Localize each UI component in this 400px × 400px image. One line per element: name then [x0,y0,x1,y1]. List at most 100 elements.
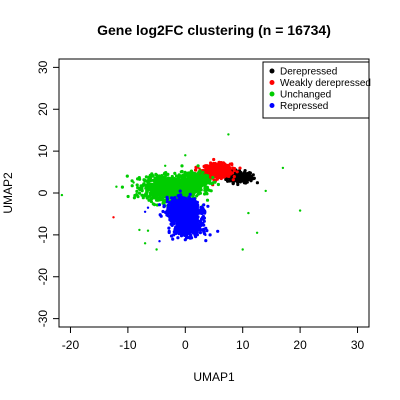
data-point [202,219,206,223]
legend-box [262,61,370,119]
data-point [181,215,185,219]
data-point [193,199,197,203]
data-point [191,171,195,175]
data-point [152,195,156,199]
data-point [199,175,203,179]
data-point [251,173,255,177]
data-point [176,236,180,240]
data-point [182,203,186,207]
data-point [178,179,182,183]
data-point [172,219,176,223]
data-point [211,175,215,180]
data-point [202,203,206,207]
data-point [245,173,249,177]
data-point [281,166,285,170]
data-point [180,182,184,186]
data-point [219,163,223,167]
data-point [176,183,180,187]
data-point [148,187,152,191]
data-point [182,173,186,177]
x-axis-label: UMAP1 [193,370,235,384]
legend-label: Derepressed [280,67,337,78]
data-point [207,166,211,170]
data-point [138,177,142,181]
data-point [149,178,153,183]
data-point [174,217,178,221]
data-point [158,188,162,192]
data-point [126,194,130,199]
data-point [196,178,200,182]
data-point [200,205,204,210]
data-point [178,209,182,213]
data-point [183,170,187,174]
data-point [165,182,169,186]
data-point [156,196,160,200]
data-point [228,177,232,181]
data-point [206,180,210,184]
legend-swatch [269,103,275,108]
data-point [219,168,223,172]
chart-title: Gene log2FC clustering (n = 16734) [97,22,331,38]
data-point [135,189,139,193]
data-point [125,174,129,178]
data-point [203,210,207,214]
data-point [198,231,202,235]
data-point [224,169,228,173]
data-point [182,196,186,200]
data-point [137,191,142,195]
data-point [196,181,200,186]
data-point [198,169,202,173]
series-repressed [143,189,220,243]
data-point [203,182,207,187]
legend-label: Weakly derepressed [280,78,371,89]
data-point [189,216,193,220]
data-point [175,223,179,228]
data-point [208,233,212,237]
data-point [163,185,168,189]
data-point [210,182,214,186]
data-point [132,181,135,184]
data-point [189,179,193,183]
data-point [165,209,169,213]
x-tick-label: -20 [62,338,80,352]
data-point [241,175,245,179]
data-point [264,189,267,193]
data-point [183,238,187,242]
data-point [175,201,179,206]
data-point [231,178,235,182]
data-point [155,176,159,180]
data-point [120,185,124,189]
data-point [252,176,256,180]
data-point [148,192,152,196]
legend-label: Unchanged [280,90,331,101]
data-point [191,188,195,192]
data-point [166,190,170,194]
data-point [195,224,199,228]
data-point [217,175,222,180]
data-point [204,226,208,230]
data-point [196,164,200,168]
data-point [181,207,185,211]
x-tick-label: 20 [293,338,307,352]
data-point [178,189,182,193]
data-point [143,242,147,245]
data-point [156,185,160,190]
data-point [159,198,163,202]
data-point [184,184,188,188]
data-point [178,206,183,210]
data-point [198,211,202,215]
data-point [171,206,176,210]
data-point [193,226,197,230]
data-point [172,189,176,193]
y-tick-label: 30 [36,60,50,74]
data-point [179,199,183,203]
data-point [231,182,235,186]
data-point [167,226,171,230]
data-point [216,229,220,233]
data-point [173,177,177,181]
data-point [255,231,259,234]
data-point [133,193,137,198]
data-point [194,235,198,239]
x-tick-label: 30 [351,338,365,352]
